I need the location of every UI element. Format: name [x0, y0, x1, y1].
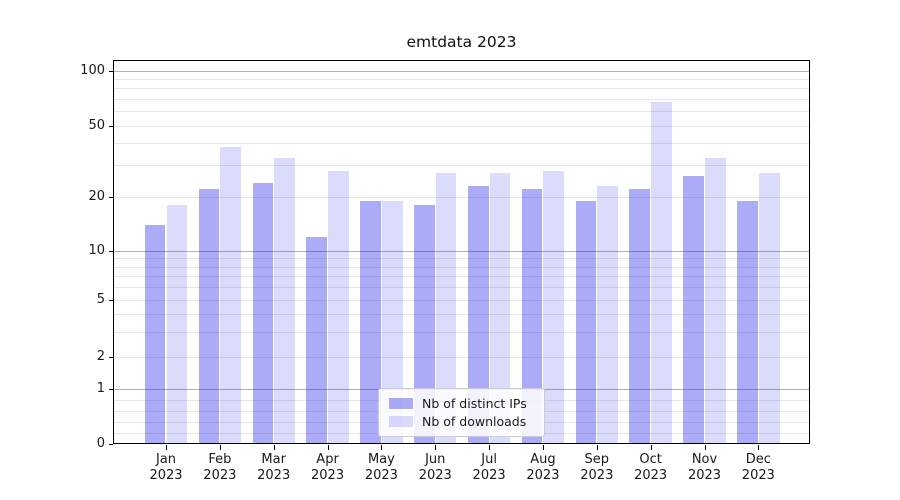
x-tick-may — [381, 445, 383, 450]
bar-distinct-ips-nov — [683, 176, 704, 443]
minor-gridline-20 — [114, 196, 809, 198]
minor-gridline-90 — [114, 79, 809, 81]
x-tick-label-may: May 2023 — [364, 452, 398, 483]
bar-downloads-jun — [435, 173, 457, 443]
minor-gridline-4 — [114, 313, 809, 315]
bar-downloads-aug — [543, 170, 565, 443]
x-tick-nov — [704, 445, 706, 450]
legend-row-downloads: Nb of downloads — [389, 414, 534, 429]
x-tick-oct — [650, 445, 652, 450]
minor-gridline-60 — [114, 111, 809, 113]
y-tick-50 — [109, 125, 113, 127]
y-tick-label-0: 0 — [96, 436, 105, 451]
minor-gridline-3 — [114, 331, 809, 333]
minor-gridline-50 — [114, 125, 809, 127]
minor-gridline-2 — [114, 356, 809, 358]
minor-gridline-7 — [114, 276, 809, 278]
y-tick-10 — [109, 251, 113, 252]
bar-downloads-dec — [758, 173, 780, 443]
x-tick-sep — [596, 445, 598, 450]
x-tick-jan — [166, 445, 167, 450]
y-tick-100 — [109, 70, 113, 72]
x-tick-apr — [327, 445, 329, 450]
minor-gridline-30 — [114, 165, 809, 167]
bar-downloads-jul — [489, 173, 511, 443]
x-tick-label-dec: Dec 2023 — [741, 452, 775, 483]
x-tick-jul — [489, 445, 491, 450]
bar-distinct-ips-sep — [575, 200, 597, 443]
y-tick-label-10: 10 — [88, 243, 105, 258]
major-gridline-10 — [114, 251, 809, 252]
chart-title: emtdata 2023 — [406, 33, 517, 51]
x-tick-label-aug: Aug 2023 — [526, 452, 560, 483]
x-tick-label-feb: Feb 2023 — [203, 452, 237, 483]
legend-row-distinct-ips: Nb of distinct IPs — [389, 396, 534, 411]
x-tick-label-jan: Jan 2023 — [149, 452, 183, 483]
legend: Nb of distinct IPs Nb of downloads — [378, 388, 545, 437]
plot-area — [113, 60, 810, 444]
y-tick-label-5: 5 — [96, 292, 105, 307]
y-tick-label-20: 20 — [88, 188, 105, 204]
x-tick-feb — [219, 445, 221, 450]
bar-downloads-may — [381, 200, 403, 443]
x-tick-label-mar: Mar 2023 — [257, 452, 291, 483]
x-tick-label-sep: Sep 2023 — [580, 452, 614, 483]
legend-label-downloads: Nb of downloads — [422, 414, 527, 429]
bar-downloads-jan — [166, 204, 188, 443]
minor-gridline-70 — [114, 99, 809, 100]
bar-distinct-ips-oct — [629, 189, 651, 443]
y-tick-5 — [109, 300, 113, 301]
minor-gridline-6 — [114, 287, 809, 289]
bar-downloads-oct — [651, 102, 672, 443]
bar-distinct-ips-may — [360, 200, 381, 443]
legend-swatch-distinct-ips — [389, 398, 413, 409]
bar-downloads-nov — [705, 157, 726, 443]
y-tick-label-100: 100 — [80, 62, 105, 78]
bar-distinct-ips-jan — [144, 224, 166, 443]
x-tick-aug — [542, 445, 544, 450]
minor-gridline-8 — [114, 266, 809, 268]
bar-downloads-sep — [597, 185, 618, 443]
x-tick-label-nov: Nov 2023 — [687, 452, 722, 483]
minor-gridline-40 — [114, 142, 809, 144]
bar-distinct-ips-aug — [521, 189, 543, 443]
y-tick-label-1: 1 — [96, 381, 105, 397]
y-tick-2 — [109, 356, 113, 358]
bar-distinct-ips-dec — [737, 200, 758, 443]
legend-label-distinct-ips: Nb of distinct IPs — [422, 396, 527, 411]
x-tick-jun — [435, 445, 437, 450]
bar-distinct-ips-jul — [467, 185, 489, 443]
y-tick-label-50: 50 — [88, 117, 105, 133]
x-tick-label-jun: Jun 2023 — [418, 452, 452, 483]
bar-distinct-ips-apr — [306, 236, 328, 443]
x-tick-label-jul: Jul 2023 — [472, 452, 506, 483]
bar-downloads-apr — [328, 170, 349, 443]
bar-distinct-ips-feb — [198, 189, 220, 443]
y-tick-label-2: 2 — [96, 348, 105, 364]
bar-distinct-ips-mar — [252, 182, 274, 443]
x-tick-label-oct: Oct 2023 — [634, 452, 668, 483]
major-gridline-100 — [114, 70, 809, 72]
y-tick-1 — [109, 389, 113, 391]
minor-gridline-5 — [114, 300, 809, 301]
bar-downloads-feb — [220, 146, 242, 443]
x-tick-mar — [273, 445, 275, 450]
x-tick-dec — [758, 445, 760, 450]
minor-gridline-80 — [114, 88, 809, 90]
y-tick-0 — [109, 444, 113, 445]
y-tick-20 — [109, 196, 113, 198]
bar-distinct-ips-jun — [414, 204, 435, 443]
x-tick-label-apr: Apr 2023 — [311, 452, 345, 483]
legend-swatch-downloads — [389, 416, 413, 427]
bar-downloads-mar — [274, 157, 295, 443]
minor-gridline-9 — [114, 258, 809, 260]
